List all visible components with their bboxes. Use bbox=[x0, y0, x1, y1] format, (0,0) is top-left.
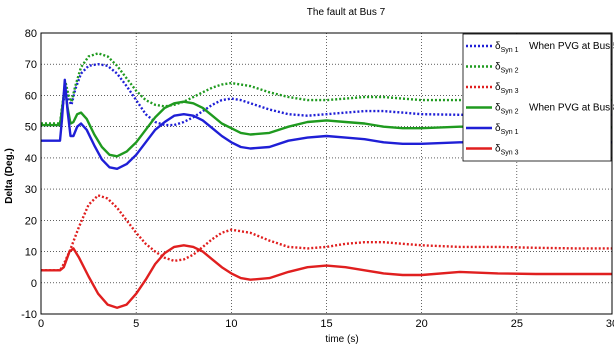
y-tick-label: 50 bbox=[25, 122, 37, 134]
legend-entry: δSyn 3 bbox=[495, 82, 519, 95]
series-line-pvg-bus5-syn2 bbox=[41, 52, 612, 125]
x-axis: 0 5 10 15 20 25 30 bbox=[38, 318, 614, 330]
x-tick-label: 20 bbox=[416, 318, 428, 330]
y-tick-label: 30 bbox=[25, 184, 37, 196]
y-tick-label: 10 bbox=[25, 247, 37, 259]
y-tick-label: 60 bbox=[25, 90, 37, 102]
legend-box bbox=[462, 33, 612, 162]
legend-entry: δSyn 2 bbox=[495, 62, 519, 75]
legend-group-label: When PVG at Bus 8 bbox=[529, 103, 614, 114]
legend-entry: δSyn 3 bbox=[495, 144, 519, 157]
plot-frame bbox=[40, 32, 613, 315]
series-layer bbox=[41, 52, 612, 309]
y-tick-label: 80 bbox=[25, 28, 37, 40]
grid bbox=[41, 33, 612, 314]
x-tick-label: 10 bbox=[225, 318, 237, 330]
series-line-pvg-bus5-syn3 bbox=[41, 194, 612, 272]
chart-title: The fault at Bus 7 bbox=[307, 7, 386, 18]
legend-group-label: When PVG at Bus 5 bbox=[529, 41, 614, 52]
y-tick-label: 70 bbox=[25, 59, 37, 71]
legend-entry: δSyn 1 bbox=[495, 123, 519, 136]
x-tick-label: 0 bbox=[38, 318, 44, 330]
x-axis-label: time (s) bbox=[325, 334, 358, 345]
x-tick-label: 5 bbox=[133, 318, 139, 330]
y-tick-label: 20 bbox=[25, 215, 37, 227]
legend: δSyn 1 When PVG at Bus 5 δSyn 2 δSyn 3 δSyn … bbox=[462, 33, 614, 162]
y-axis-label: Delta (Deg.) bbox=[4, 148, 15, 204]
series-line-pvg-bus8-syn2 bbox=[41, 84, 612, 158]
y-axis: -10 0 10 20 30 40 50 60 70 80 bbox=[21, 28, 37, 321]
legend-entry: δSyn 2 bbox=[495, 103, 519, 116]
y-tick-label: 0 bbox=[31, 278, 37, 290]
x-tick-label: 25 bbox=[511, 318, 523, 330]
legend-entry: δSyn 1 bbox=[495, 41, 519, 54]
y-tick-label: -10 bbox=[21, 309, 37, 321]
series-line-pvg-bus8-syn3 bbox=[41, 244, 612, 309]
series-line-pvg-bus8-syn1 bbox=[41, 78, 612, 170]
x-tick-label: 30 bbox=[606, 318, 614, 330]
y-tick-label: 40 bbox=[25, 153, 37, 165]
x-tick-label: 15 bbox=[320, 318, 332, 330]
